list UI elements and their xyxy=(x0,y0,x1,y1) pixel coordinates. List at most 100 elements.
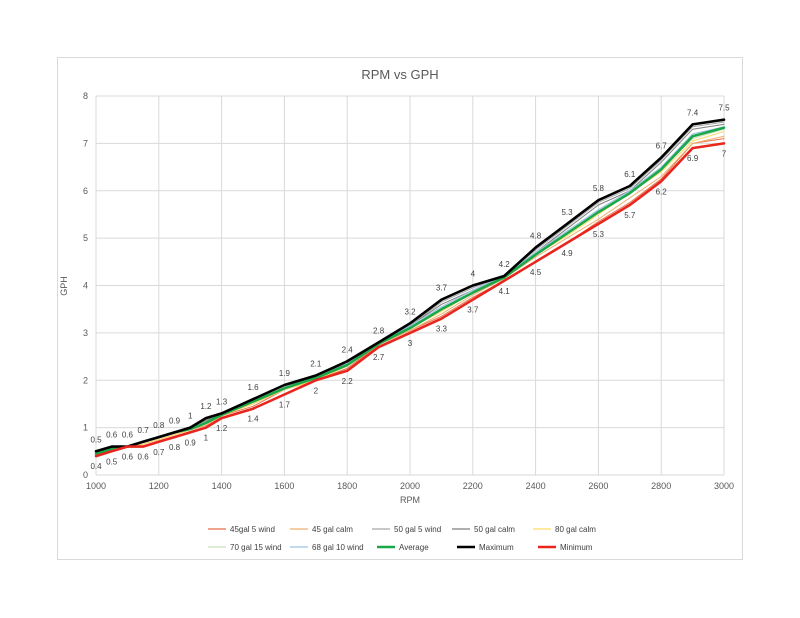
data-label-maximum: 7.5 xyxy=(718,104,730,113)
data-label-minimum: 1.7 xyxy=(279,400,291,409)
data-label-maximum: 2.8 xyxy=(373,326,385,335)
legend-item-45gal-5-wind: 45gal 5 wind xyxy=(208,525,275,534)
x-tick-label: 2600 xyxy=(588,481,608,491)
data-label-maximum: 4.2 xyxy=(499,260,511,269)
data-label-minimum: 2.2 xyxy=(342,377,354,386)
data-label-maximum: 0.9 xyxy=(169,416,181,425)
x-tick-label: 1200 xyxy=(149,481,169,491)
data-label-maximum: 0.5 xyxy=(90,435,102,444)
data-label-minimum: 3.7 xyxy=(467,306,479,315)
x-tick-label: 1800 xyxy=(337,481,357,491)
x-tick-label: 2400 xyxy=(526,481,546,491)
y-axis-title: GPH xyxy=(59,276,69,296)
x-tick-label: 2200 xyxy=(463,481,483,491)
data-label-minimum: 0.7 xyxy=(153,448,165,457)
data-label-maximum: 1.2 xyxy=(200,402,212,411)
data-label-minimum: 4.1 xyxy=(499,287,511,296)
legend-label: Maximum xyxy=(479,543,514,552)
legend: 45gal 5 wind 45 gal calm 50 gal 5 wind 50 g… xyxy=(208,525,596,552)
data-label-minimum: 6.2 xyxy=(656,187,668,196)
legend-label: 50 gal calm xyxy=(474,525,515,534)
chart-frame xyxy=(57,57,743,560)
legend-item-minimum: Minimum xyxy=(538,543,593,552)
legend-item-average: Average xyxy=(377,543,429,552)
chart-title: RPM vs GPH xyxy=(361,67,438,82)
legend-item-68-gal-10-wind: 68 gal 10 wind xyxy=(290,543,364,552)
data-label-minimum: 1.2 xyxy=(216,424,228,433)
y-tick-label: 4 xyxy=(83,281,88,291)
data-label-minimum: 4.5 xyxy=(530,268,542,277)
data-label-maximum: 0.8 xyxy=(153,421,165,430)
y-tick-label: 0 xyxy=(83,470,88,480)
y-tick-label: 8 xyxy=(83,91,88,101)
legend-label: Average xyxy=(399,543,429,552)
x-tick-label: 1400 xyxy=(212,481,232,491)
data-labels: 0.50.6 0.60.70.80.911.21.31.61.92.12.42.8… xyxy=(90,104,730,471)
x-tick-label: 2800 xyxy=(651,481,671,491)
data-label-minimum: 7 xyxy=(722,149,727,158)
data-label-maximum: 3.2 xyxy=(404,307,416,316)
data-label-maximum: 1.3 xyxy=(216,397,228,406)
legend-label: 45gal 5 wind xyxy=(230,525,275,534)
legend-item-50-gal-5-wind: 50 gal 5 wind xyxy=(372,525,441,534)
x-axis-title: RPM xyxy=(400,495,420,505)
legend-item-80-gal-calm: 80 gal calm xyxy=(533,525,596,534)
legend-item-maximum: Maximum xyxy=(457,543,514,552)
data-label-maximum: 1.6 xyxy=(247,383,259,392)
data-label-minimum: 5.7 xyxy=(624,211,636,220)
data-label-maximum: 6.7 xyxy=(656,142,668,151)
legend-label: 50 gal 5 wind xyxy=(394,525,441,534)
y-tick-label: 7 xyxy=(83,138,88,148)
data-label-maximum: 5.8 xyxy=(593,184,605,193)
data-label-minimum: 0.8 xyxy=(169,443,181,452)
data-label-minimum: 0.6 xyxy=(138,453,150,462)
data-label-minimum: 3 xyxy=(408,339,413,348)
series-lines xyxy=(94,118,726,458)
data-label-maximum: 1 xyxy=(188,412,193,421)
data-label-maximum: 0.6 xyxy=(122,431,134,440)
legend-label: 68 gal 10 wind xyxy=(312,543,364,552)
series-line-maximum xyxy=(94,118,726,453)
data-label-maximum: 5.3 xyxy=(561,208,573,217)
data-label-minimum: 2.7 xyxy=(373,353,385,362)
data-label-maximum: 4 xyxy=(471,270,476,279)
data-label-minimum: 6.9 xyxy=(687,154,699,163)
data-label-maximum: 0.6 xyxy=(106,431,118,440)
y-tick-label: 6 xyxy=(83,186,88,196)
data-label-maximum: 7.4 xyxy=(687,108,699,117)
legend-label: 80 gal calm xyxy=(555,525,596,534)
axes: 0 1 2 3 4 5 6 7 8 1000 1200 1400 1600 1800 2000 2200 240… xyxy=(83,91,734,491)
data-label-minimum: 0.6 xyxy=(122,453,134,462)
y-tick-label: 3 xyxy=(83,328,88,338)
x-tick-label: 1000 xyxy=(86,481,106,491)
data-label-maximum: 3.7 xyxy=(436,284,448,293)
y-tick-label: 5 xyxy=(83,233,88,243)
data-label-minimum: 0.4 xyxy=(90,462,102,471)
legend-label: 45 gal calm xyxy=(312,525,353,534)
data-label-maximum: 1.9 xyxy=(279,369,291,378)
x-tick-label: 3000 xyxy=(714,481,734,491)
data-label-minimum: 0.5 xyxy=(106,457,118,466)
data-label-maximum: 4.8 xyxy=(530,232,542,241)
data-label-minimum: 1 xyxy=(204,434,209,443)
x-tick-label: 1600 xyxy=(274,481,294,491)
y-tick-label: 1 xyxy=(83,423,88,433)
legend-label: 70 gal 15 wind xyxy=(230,543,282,552)
data-label-maximum: 0.7 xyxy=(138,426,150,435)
legend-label: Minimum xyxy=(560,543,593,552)
x-tick-label: 2000 xyxy=(400,481,420,491)
data-label-minimum: 1.4 xyxy=(247,415,259,424)
data-label-maximum: 6.1 xyxy=(624,170,636,179)
series-line-minimum xyxy=(94,142,726,458)
data-label-minimum: 4.9 xyxy=(561,249,573,258)
data-label-maximum: 2.4 xyxy=(342,345,354,354)
data-label-minimum: 2 xyxy=(314,386,319,395)
legend-item-50-gal-calm: 50 gal calm xyxy=(452,525,515,534)
data-label-minimum: 5.3 xyxy=(593,230,605,239)
data-label-maximum: 2.1 xyxy=(310,360,322,369)
legend-item-45-gal-calm: 45 gal calm xyxy=(290,525,353,534)
data-label-minimum: 3.3 xyxy=(436,325,448,334)
data-label-minimum: 0.9 xyxy=(185,438,197,447)
legend-item-70-gal-15-wind: 70 gal 15 wind xyxy=(208,543,282,552)
